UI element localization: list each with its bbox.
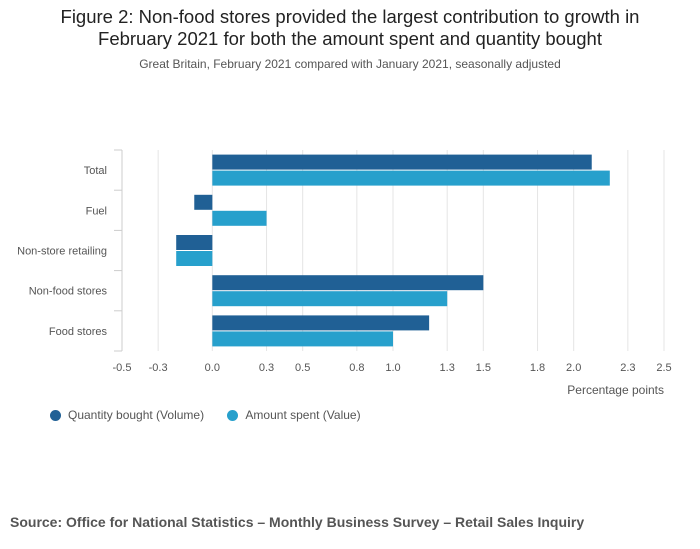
x-axis-title: Percentage points — [567, 383, 664, 397]
x-tick-label: 2.3 — [620, 362, 635, 374]
legend: Quantity bought (Volume) Amount spent (V… — [50, 408, 381, 424]
bar-volume — [212, 275, 483, 290]
x-tick-label: 2.0 — [566, 362, 581, 374]
legend-marker-volume — [50, 410, 61, 421]
bar-value — [212, 211, 266, 226]
x-tick-label: -0.5 — [113, 362, 132, 374]
legend-item-volume: Quantity bought (Volume) — [50, 408, 204, 422]
source-note: Source: Office for National Statistics –… — [10, 514, 584, 530]
legend-label-volume: Quantity bought (Volume) — [68, 408, 204, 422]
x-tick-label: 0.3 — [259, 362, 274, 374]
x-tick-label: 1.5 — [476, 362, 491, 374]
category-label: Non-store retailing — [17, 246, 107, 258]
legend-marker-value — [227, 410, 238, 421]
legend-item-value: Amount spent (Value) — [227, 408, 360, 422]
x-tick-label: 0.5 — [295, 362, 310, 374]
bar-volume — [212, 315, 429, 330]
x-tick-label: 1.8 — [530, 362, 545, 374]
bar-volume — [212, 155, 591, 170]
x-tick-label: 1.3 — [440, 362, 455, 374]
x-tick-label: 0.8 — [349, 362, 364, 374]
legend-label-value: Amount spent (Value) — [245, 408, 360, 422]
category-label: Non-food stores — [29, 286, 108, 298]
category-label: Total — [84, 165, 107, 177]
x-tick-label: 1.0 — [385, 362, 400, 374]
bar-value — [176, 251, 212, 266]
category-label: Food stores — [49, 326, 108, 338]
x-tick-label: 0.0 — [205, 362, 220, 374]
x-tick-label: 2.5 — [656, 362, 671, 374]
bar-chart: -0.5 -0.3 0.0 0.3 0.5 0.8 1.0 1.3 1.5 1.8 2.0 2.3 2.… — [0, 0, 700, 549]
x-tick-label: -0.3 — [149, 362, 168, 374]
bar-value — [212, 171, 609, 186]
bar-value — [212, 331, 393, 346]
category-label: Fuel — [86, 205, 107, 217]
bar-value — [212, 291, 447, 306]
bar-volume — [194, 195, 212, 210]
bar-volume — [176, 235, 212, 250]
